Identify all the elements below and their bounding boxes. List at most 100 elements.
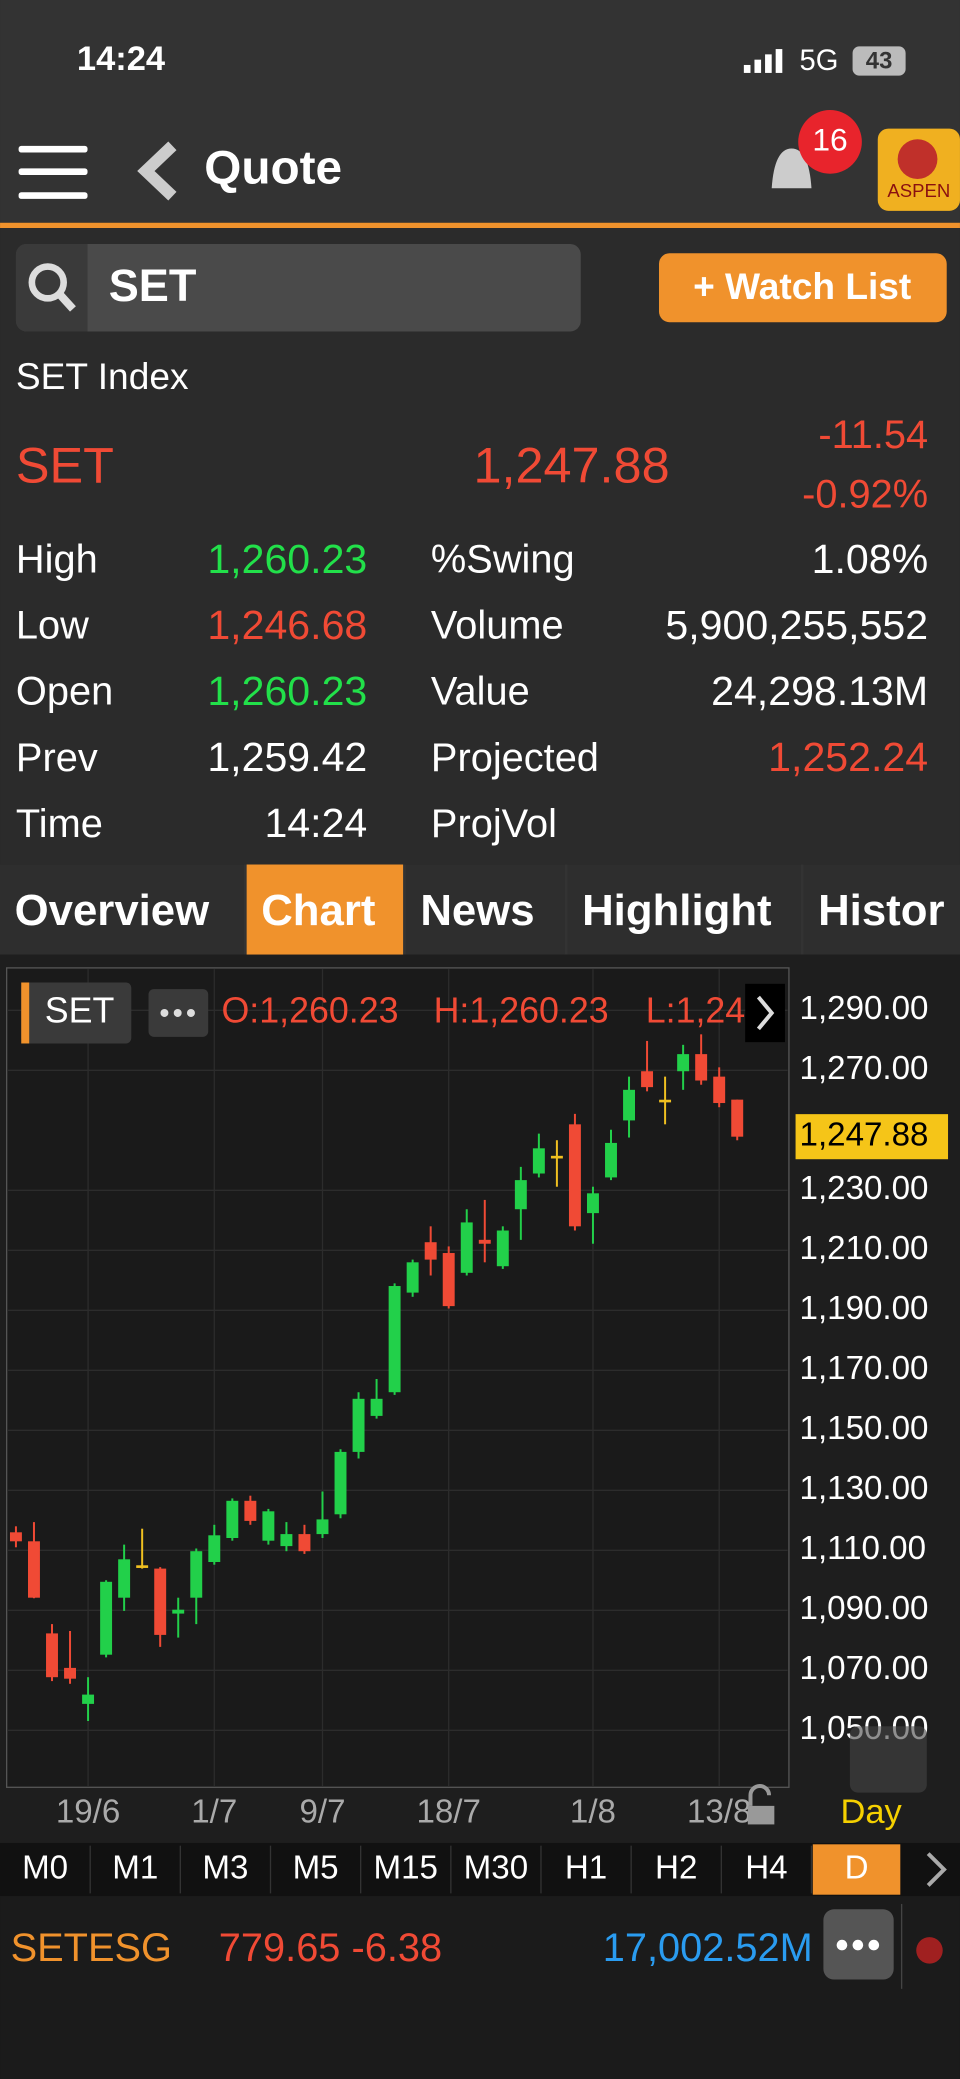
tab[interactable] [803,864,960,955]
back-icon[interactable] [137,141,177,201]
candle-body [568,1124,581,1227]
candle-body [352,1398,365,1452]
tab[interactable] [0,864,244,955]
x-tick-label: 9/7 [299,1794,345,1831]
quote-change-pct: -0.92% [802,473,928,517]
badge [798,110,862,174]
stat-label: ProjVol [431,802,557,846]
stat-label: Value [431,670,530,714]
tab-label: Chart [261,886,376,935]
y-tick-label: 1,130.00 [800,1470,929,1507]
period-label: Day [840,1793,902,1831]
header-rule [0,222,960,229]
candle-body [550,1155,563,1159]
stat-value: 1,260.23 [207,668,367,714]
timeframe-label[interactable]: M0 [22,1849,68,1886]
menu-icon[interactable] [18,145,88,199]
stat-value: 24,298.13M [711,668,928,714]
tab-label: Highlight [582,886,772,935]
ticker-icon[interactable] [916,1937,943,1964]
candle-body [82,1694,95,1704]
tab[interactable] [567,864,801,955]
timeframe-label[interactable]: M1 [112,1849,158,1886]
status-time: 14:24 [77,40,165,78]
search-box[interactable] [15,243,581,332]
stat-value: 1,260.23 [207,536,367,582]
timeframe-label[interactable]: H1 [565,1849,607,1886]
chart-menu-dots [160,1009,195,1017]
timeframe-label[interactable]: H4 [745,1849,787,1886]
candle-body [442,1253,455,1307]
expand-button[interactable] [849,1726,927,1793]
y-tick-label: 1,070.00 [800,1650,929,1687]
candle-body [100,1581,113,1655]
tabs: Overview Chart News Highlight Histor [0,864,960,955]
stat-value: 1.08% [812,536,929,582]
stat-label: Open [16,670,113,714]
x-tick-label: 1/7 [191,1794,237,1831]
y-tick-label: 1,210.00 [800,1230,929,1267]
candle-body [677,1054,690,1072]
stat-label: Volume [431,604,564,648]
y-tick-label: 1,150.00 [800,1410,929,1447]
timeframe-label[interactable]: D [845,1849,869,1886]
stat-value: 1,252.24 [768,734,928,780]
status-battery: 43 [866,48,893,75]
signal [743,49,783,73]
candle-body [623,1089,635,1121]
ohlc-arrow [756,995,775,1031]
y-tick-label: 1,270.00 [800,1050,929,1087]
candle-body [316,1519,329,1535]
candle-body [9,1532,22,1542]
y-tick-label: 1,230.00 [800,1170,929,1207]
watchlist-button[interactable] [658,253,947,323]
search-query: SET [109,260,197,311]
x-tick-label: 13/8 [687,1794,751,1831]
candle-body [641,1071,654,1088]
candle-body [496,1230,509,1267]
ticker-price: 779.65 -6.38 [219,1926,442,1970]
timeframe-active[interactable] [812,1844,901,1895]
candle-body [208,1535,221,1562]
tab-active[interactable] [246,864,404,955]
stat-value: 1,259.42 [207,734,367,780]
logo-globe [897,139,938,179]
tab-label: Histor [818,886,944,935]
ohlc-arrow-bg[interactable] [745,983,785,1043]
stat-label: %Swing [431,538,575,582]
bell-icon[interactable] [771,148,812,189]
timeframe-arrow[interactable] [926,1852,947,1887]
candle-body [334,1451,347,1515]
candle-body [136,1565,149,1568]
quote-name: SET Index [16,355,189,397]
ohlc-high: H:1,260.23 [434,990,609,1030]
lock-body [747,1805,775,1825]
tab-label: Overview [15,886,211,935]
search-icon-bg [15,243,88,332]
tab[interactable] [405,864,565,955]
logo-text: ASPEN [887,180,950,201]
candle-body [280,1534,293,1547]
lock-icon[interactable] [748,1784,772,1806]
search-icon [28,263,67,302]
chart-symbol-box[interactable] [21,982,132,1044]
timeframe-label[interactable]: H2 [655,1849,697,1886]
y-tick-label: 1,110.00 [800,1530,926,1567]
candle-body [731,1099,744,1137]
candle-body [695,1054,708,1081]
timeframe-label[interactable]: M3 [202,1849,248,1886]
timeframe-label[interactable]: M5 [293,1849,339,1886]
x-tick-label: 1/8 [570,1794,616,1831]
stat-value: 1,246.68 [207,602,367,648]
candle-body [605,1142,617,1178]
timeframe-label[interactable]: M30 [464,1849,528,1886]
search-icon-handle [56,291,76,312]
stat-label: High [16,538,98,582]
x-tick-label: 18/7 [416,1794,480,1831]
candle-body [713,1076,726,1104]
candle-body [46,1633,58,1678]
candle-body [244,1500,257,1521]
quote-last: 1,247.88 [474,437,670,494]
y-tick-label: 1,190.00 [800,1290,929,1327]
timeframe-label[interactable]: M15 [374,1849,438,1886]
